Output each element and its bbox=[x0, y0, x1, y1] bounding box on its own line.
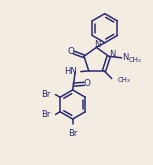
Text: N: N bbox=[109, 50, 116, 59]
Text: Br: Br bbox=[41, 90, 50, 99]
Text: O: O bbox=[67, 47, 74, 56]
Text: N: N bbox=[94, 40, 100, 49]
Text: N: N bbox=[122, 53, 129, 62]
Text: CH₃: CH₃ bbox=[128, 57, 141, 63]
Text: O: O bbox=[83, 79, 90, 88]
Text: Br: Br bbox=[68, 129, 77, 138]
Text: Br: Br bbox=[41, 110, 50, 119]
Text: HN: HN bbox=[65, 67, 77, 76]
Text: CH₃: CH₃ bbox=[118, 77, 131, 83]
